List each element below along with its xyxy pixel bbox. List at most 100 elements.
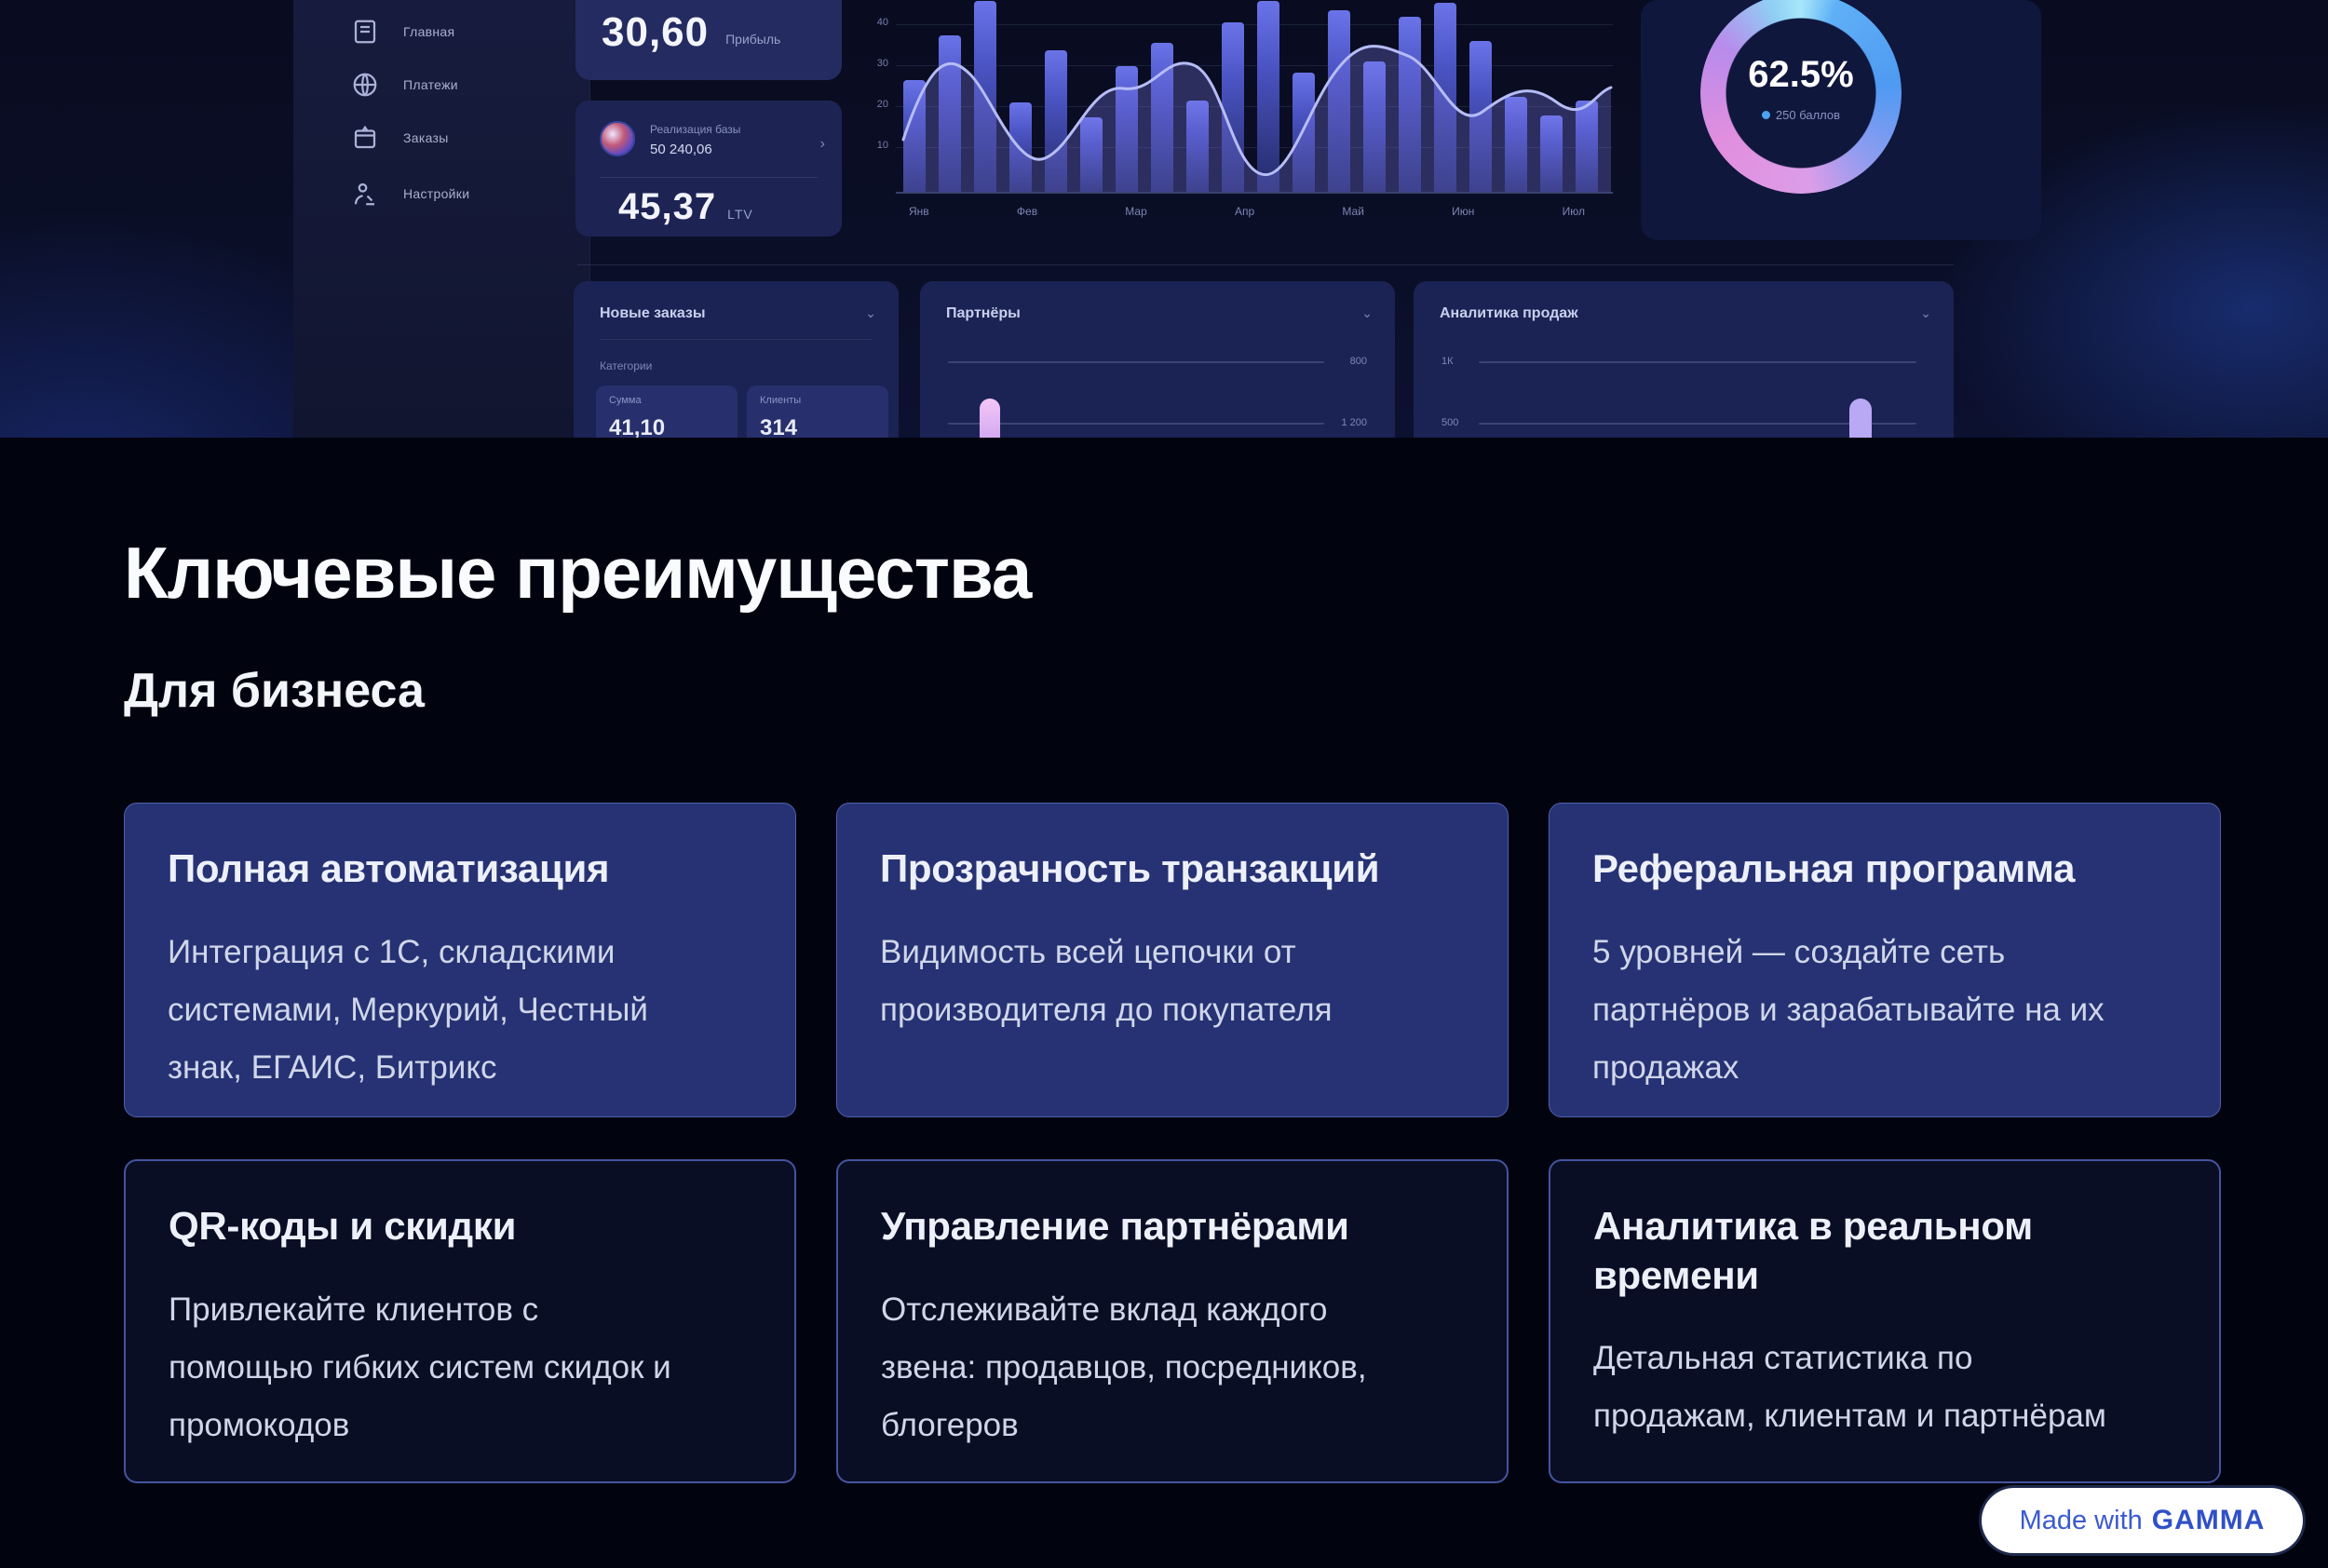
donut-value: 62.5% [1748,54,1854,95]
benefit-card-analytics: Аналитика в реальном времени Детальная с… [1549,1159,2221,1483]
highlight-pill [980,399,1000,438]
x-axis-labels: Янв Фев Мар Апр Май Июн Июл [909,205,1585,218]
mini-stat-label: Клиенты [760,395,802,406]
x-axis-tick: Фев [1016,205,1038,218]
profile-metric-unit: LTV [727,207,753,222]
card-body: Видимость всей цепочки от производителя … [880,933,1333,1028]
page-title: Ключевые преимущества [124,532,1032,614]
mini-stat-value: 314 [760,415,798,438]
progress-line [948,423,1324,425]
panel-analytics: Аналитика продаж ⌄ 1К 500 [1414,281,1954,438]
progress-line [1479,423,1916,425]
gridline [896,106,1613,107]
badge-prefix: Made with [2019,1505,2143,1535]
progress-value: 1 200 [1341,417,1367,428]
panel-partners: Партнёры ⌄ 800 1 200 [920,281,1395,438]
x-axis-tick: Апр [1234,205,1255,218]
chevron-right-icon: › [819,136,825,152]
card-body: Отслеживайте вклад каждого звена: продав… [881,1291,1367,1443]
gridline [896,24,1613,25]
profile-metric: 45,37 LTV [618,186,753,228]
avatar [600,121,635,156]
profile-caption: Реализация базы [650,123,741,136]
chart-bar [939,35,961,192]
chevron-down-icon: ⌄ [1920,305,1931,320]
panel-header: Партнёры [946,305,1021,321]
person-desk-icon [354,182,374,206]
mini-stat-label: Сумма [609,395,642,406]
x-axis-tick: Июл [1562,205,1585,218]
x-axis-tick: Мар [1125,205,1147,218]
stat-label: Прибыль [725,32,781,47]
chart-bar [1540,115,1563,192]
mini-stat-card: Сумма 41,10 [596,385,738,438]
highlight-pill [1849,399,1872,438]
mini-stat-card: Клиенты 314 [747,385,888,438]
chart-bar [1186,101,1209,192]
chart-bar [903,80,926,192]
chevron-down-icon: ⌄ [1361,305,1373,320]
panel-sublabel: Категории [600,359,653,372]
y-axis-tick: 40 [876,17,888,28]
benefit-card-qr: QR-коды и скидки Привлекайте клиентов с … [124,1159,796,1483]
progress-line [1479,361,1916,363]
chart-bar [1363,61,1386,192]
box-icon [354,125,376,149]
chart-bar [1045,50,1067,192]
chart-bar [1399,17,1421,192]
card-body: Интеграция с 1С, складскими системами, М… [168,933,648,1086]
sidebar-item-label: Платежи [403,77,458,92]
chart-bar [1576,101,1598,192]
y-axis-tick: 30 [876,58,888,69]
card-title: Управление партнёрами [881,1204,1349,1248]
y-axis-tick: 10 [876,140,888,151]
sidebar-item-label: Заказы [403,130,449,145]
card-body: Привлекайте клиентов с помощью гибких си… [169,1291,671,1443]
card-title: Аналитика в реальном времени [1593,1204,2033,1297]
card-body: Детальная статистика по продажам, клиент… [1593,1340,2106,1434]
chart-bar [1080,117,1103,192]
gridline [896,147,1613,148]
benefit-card-transparency: Прозрачность транзакций Видимость всей ц… [836,803,1509,1117]
profile-value-small: 50 240,06 [650,142,712,157]
divider [600,177,818,178]
sidebar-item-label: Настройки [403,186,470,201]
card-title: Реферальная программа [1592,846,2076,890]
card-title: Полная автоматизация [168,846,610,890]
donut-chart-panel: 62.5% 250 баллов [1641,0,2041,240]
chart-bar [1293,73,1315,192]
progress-line [948,361,1324,363]
gamma-logo: GAMMA [2151,1505,2266,1535]
sidebar-item-settings: Настройки [351,173,469,214]
x-axis-tick: Янв [909,205,929,218]
card-body: 5 уровней — создайте сеть партнёров и за… [1592,933,2105,1086]
dashboard-sidebar: Главная Платежи Заказы Настройки [293,0,590,438]
card-title: QR-коды и скидки [169,1204,517,1248]
x-axis [896,192,1613,194]
row-label: 500 [1441,417,1459,428]
benefit-card-automation: Полная автоматизация Интеграция с 1С, ск… [124,803,796,1117]
page-subtitle: Для бизнеса [124,664,425,718]
line-overlay [901,45,1613,193]
panel-header: Аналитика продаж [1440,305,1578,321]
key-benefits-section: Ключевые преимущества Для бизнеса Полная… [0,438,2328,1568]
row-label: 1К [1441,356,1454,367]
panel-orders: Новые заказы ⌄ Категории Сумма 41,10 Кли… [574,281,899,438]
document-icon [354,20,376,44]
chart-bar [1009,102,1032,192]
y-axis-tick: 20 [876,99,888,110]
mini-stat-value: 41,10 [609,415,666,438]
sidebar-item-home: Главная [351,11,454,52]
donut-caption-text: 250 баллов [1775,108,1841,122]
stat-value: 30,60 [602,9,710,55]
panel-header: Новые заказы [600,305,706,321]
chart-bar [1328,10,1350,192]
chart-bar [1505,97,1527,192]
made-with-gamma-badge[interactable]: Made with GAMMA [1982,1488,2303,1553]
divider [600,339,873,340]
card-title: Прозрачность транзакций [880,846,1380,890]
chart-bar [1222,22,1244,192]
sidebar-item-orders: Заказы [351,117,449,158]
chevron-down-icon: ⌄ [865,305,876,320]
benefit-card-referral: Реферальная программа 5 уровней — создай… [1549,803,2221,1117]
